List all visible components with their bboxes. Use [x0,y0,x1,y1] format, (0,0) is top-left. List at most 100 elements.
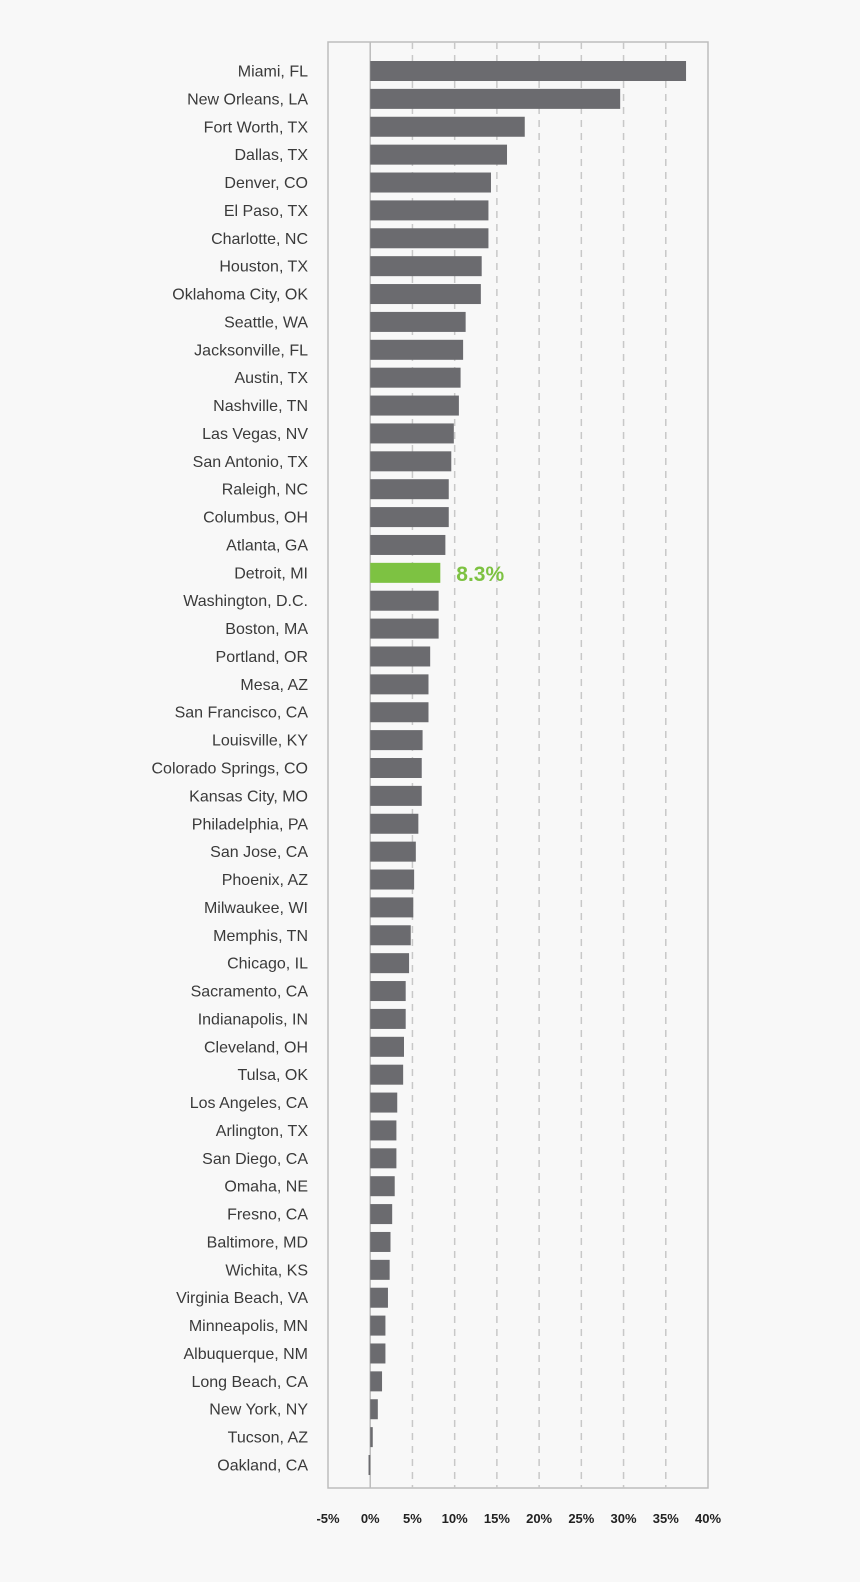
category-label: El Paso, TX [224,203,309,220]
bar [370,897,414,918]
bar [370,590,439,611]
category-label: Seattle, WA [224,314,308,331]
bar [370,1176,395,1197]
category-label: Los Angeles, CA [190,1095,309,1112]
category-label: Virginia Beach, VA [176,1290,308,1307]
category-label: Oakland, CA [217,1458,308,1475]
bar [370,981,406,1002]
bar [370,1427,373,1448]
bar [370,1120,397,1141]
bar [370,1399,378,1420]
bar [370,730,423,751]
bar [370,1036,404,1057]
category-label: San Francisco, CA [175,705,309,722]
bar [370,200,489,221]
category-label: Long Beach, CA [191,1374,308,1391]
bar [370,1092,398,1113]
bar [370,702,429,723]
bar [370,1371,383,1392]
bar [370,646,431,667]
category-label: Albuquerque, NM [183,1346,308,1363]
category-label: New York, NY [209,1402,308,1419]
category-label: Miami, FL [238,64,308,81]
x-tick-label: 0% [361,1511,380,1526]
bar [370,674,429,695]
bar [370,395,459,416]
bar [370,367,461,388]
x-tick-label: 25% [568,1511,594,1526]
bar [370,228,489,249]
category-label: Fort Worth, TX [204,119,309,136]
bar [370,88,621,109]
bar [370,61,687,81]
bar [370,534,446,555]
bar [370,562,441,583]
category-label: Austin, TX [234,370,308,387]
bar [368,1455,371,1475]
category-label: Phoenix, AZ [222,872,309,889]
bar [370,813,419,834]
bar [370,256,482,277]
x-tick-label: -5% [316,1511,340,1526]
bar [370,869,415,890]
bar [370,925,411,946]
bar [370,339,464,360]
x-tick-label: 10% [442,1511,468,1526]
category-label: Cleveland, OH [204,1039,308,1056]
x-tick-label: 15% [484,1511,510,1526]
bar [370,311,466,332]
category-label: Tucson, AZ [228,1430,309,1447]
category-label: Philadelphia, PA [192,816,309,833]
category-label: Tulsa, OK [237,1067,308,1084]
category-label: San Antonio, TX [193,454,309,471]
bar [370,144,508,165]
bar [370,1064,404,1085]
x-tick-label: 5% [403,1511,422,1526]
x-tick-label: 40% [695,1511,721,1526]
category-label: Baltimore, MD [207,1234,308,1251]
bar [370,451,452,472]
category-label: Milwaukee, WI [204,900,308,917]
category-label: Nashville, TN [213,398,308,415]
x-tick-label: 35% [653,1511,679,1526]
category-label: Sacramento, CA [191,984,309,1001]
bar [370,1315,386,1336]
category-label: Arlington, TX [216,1123,309,1140]
bar [370,284,481,305]
category-label: Kansas City, MO [189,788,308,805]
category-label: Mesa, AZ [240,677,308,694]
category-label: Wichita, KS [225,1262,308,1279]
category-label: Jacksonville, FL [194,342,308,359]
category-label: New Orleans, LA [187,91,308,108]
bar [370,1148,397,1169]
category-label: Fresno, CA [227,1207,308,1224]
category-label: Detroit, MI [234,565,308,582]
bar [370,507,449,528]
category-label: Louisville, KY [212,733,308,750]
category-label: Omaha, NE [224,1179,308,1196]
bar [370,758,422,778]
category-label: Chicago, IL [227,956,308,973]
category-label: Raleigh, NC [222,482,308,499]
category-label: Las Vegas, NV [202,426,308,443]
bar [370,841,416,862]
category-label: Columbus, OH [203,510,308,527]
highlight-value-label: 8.3% [456,563,504,586]
bar [370,953,410,974]
category-label: Charlotte, NC [211,231,308,248]
bar [370,1259,390,1280]
bar [370,1008,406,1029]
bar [370,785,422,806]
bar [370,1287,388,1308]
category-label: Boston, MA [225,621,308,638]
bar [370,1231,391,1252]
bar [370,1204,393,1225]
category-label: Dallas, TX [234,147,308,164]
category-label: Minneapolis, MN [189,1318,308,1335]
bar [370,479,449,500]
x-tick-label: 30% [611,1511,637,1526]
category-label: Colorado Springs, CO [151,761,308,778]
category-label: Indianapolis, IN [198,1011,308,1028]
bar [370,116,525,137]
